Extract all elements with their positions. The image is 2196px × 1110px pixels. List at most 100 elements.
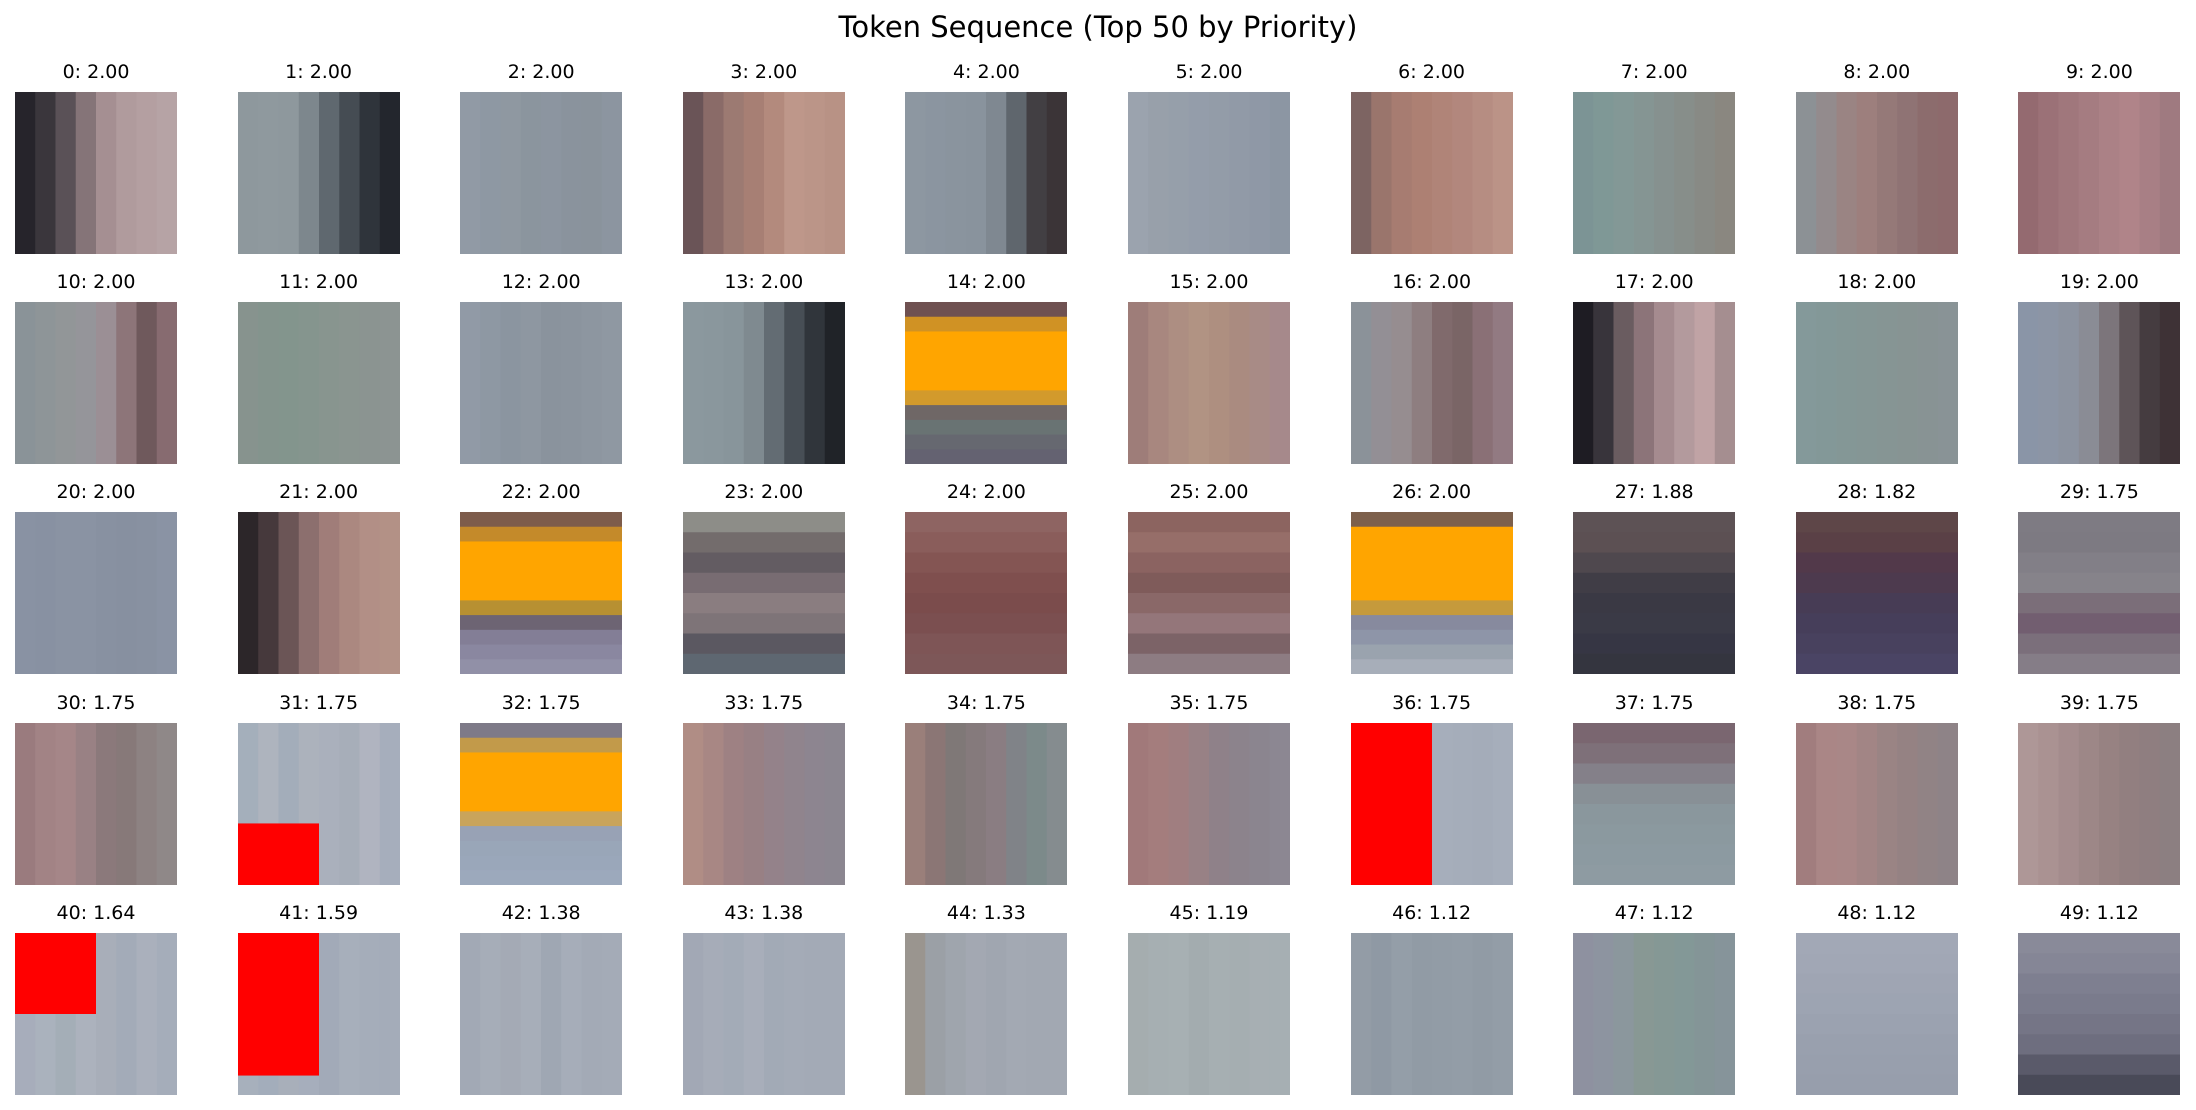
token-image bbox=[1795, 92, 1958, 254]
token-image bbox=[905, 512, 1068, 675]
token-image bbox=[1350, 722, 1513, 885]
token-label: 18: 2.00 bbox=[1837, 271, 1917, 294]
token-image bbox=[1128, 302, 1290, 465]
token-image bbox=[15, 722, 177, 885]
token-image bbox=[682, 512, 845, 675]
token-image bbox=[1128, 512, 1290, 675]
token-tile: 31: 1.75 bbox=[237, 691, 400, 885]
token-image bbox=[1795, 302, 1958, 465]
token-image bbox=[2018, 92, 2181, 254]
token-image bbox=[1350, 512, 1513, 675]
token-label: 6: 2.00 bbox=[1398, 61, 1466, 83]
token-tile: 20: 2.00 bbox=[15, 480, 177, 675]
token-label: 13: 2.00 bbox=[724, 271, 804, 294]
token-tile: 27: 1.88 bbox=[1573, 480, 1736, 675]
token-image bbox=[460, 932, 623, 1095]
token-tile: 35: 1.75 bbox=[1128, 691, 1290, 885]
token-image bbox=[1795, 932, 1958, 1095]
token-image bbox=[1350, 932, 1513, 1095]
token-tile: 23: 2.00 bbox=[682, 480, 845, 675]
token-label: 47: 1.12 bbox=[1614, 901, 1694, 924]
token-image bbox=[1573, 722, 1736, 885]
token-tile: 33: 1.75 bbox=[682, 691, 845, 885]
token-label: 38: 1.75 bbox=[1837, 691, 1917, 714]
token-tile: 45: 1.19 bbox=[1128, 901, 1290, 1095]
token-image bbox=[905, 932, 1068, 1095]
token-label: 34: 1.75 bbox=[946, 691, 1026, 714]
token-label: 28: 1.82 bbox=[1837, 481, 1917, 504]
token-tile: 34: 1.75 bbox=[905, 691, 1068, 885]
token-image bbox=[237, 302, 400, 465]
token-label: 44: 1.33 bbox=[946, 901, 1026, 924]
token-image bbox=[1573, 512, 1736, 675]
token-tile: 32: 1.75 bbox=[460, 691, 623, 885]
token-label: 25: 2.00 bbox=[1169, 481, 1249, 504]
token-tile: 11: 2.00 bbox=[237, 270, 400, 465]
token-tile: 4: 2.00 bbox=[905, 60, 1068, 254]
token-label: 8: 2.00 bbox=[1843, 61, 1911, 83]
token-tile: 24: 2.00 bbox=[905, 480, 1068, 675]
token-image bbox=[237, 92, 400, 254]
token-tile: 14: 2.00 bbox=[905, 270, 1068, 465]
token-image bbox=[682, 302, 845, 465]
token-label: 7: 2.00 bbox=[1620, 61, 1688, 83]
figure-title: Token Sequence (Top 50 by Priority) bbox=[838, 10, 1358, 44]
token-tile: 0: 2.00 bbox=[15, 60, 177, 254]
token-label: 9: 2.00 bbox=[2065, 61, 2133, 83]
token-label: 46: 1.12 bbox=[1392, 901, 1472, 924]
token-tile: 48: 1.12 bbox=[1795, 901, 1958, 1095]
token-label: 36: 1.75 bbox=[1392, 691, 1472, 714]
token-label: 21: 2.00 bbox=[279, 481, 359, 504]
token-tile: 5: 2.00 bbox=[1128, 60, 1290, 254]
token-label: 15: 2.00 bbox=[1169, 271, 1249, 294]
token-label: 20: 2.00 bbox=[56, 481, 136, 504]
token-label: 31: 1.75 bbox=[279, 691, 359, 714]
token-tile: 47: 1.12 bbox=[1573, 901, 1736, 1095]
token-label: 40: 1.64 bbox=[56, 901, 136, 924]
token-label: 22: 2.00 bbox=[501, 481, 581, 504]
token-label: 48: 1.12 bbox=[1837, 901, 1917, 924]
token-label: 2: 2.00 bbox=[507, 61, 575, 83]
token-label: 5: 2.00 bbox=[1175, 61, 1243, 83]
token-tile: 28: 1.82 bbox=[1795, 480, 1958, 675]
token-label: 37: 1.75 bbox=[1614, 691, 1694, 714]
token-image bbox=[15, 512, 177, 675]
token-image bbox=[1350, 92, 1513, 254]
token-image bbox=[15, 932, 177, 1095]
token-label: 30: 1.75 bbox=[56, 691, 136, 714]
token-label: 17: 2.00 bbox=[1614, 271, 1694, 294]
token-tile: 10: 2.00 bbox=[15, 270, 177, 465]
token-image bbox=[1350, 302, 1513, 465]
token-tile: 6: 2.00 bbox=[1350, 60, 1513, 254]
token-label: 42: 1.38 bbox=[501, 901, 581, 924]
red-patch bbox=[15, 932, 96, 1014]
token-image bbox=[1128, 932, 1290, 1095]
token-label: 14: 2.00 bbox=[946, 271, 1026, 294]
token-label: 43: 1.38 bbox=[724, 901, 804, 924]
token-image bbox=[237, 722, 400, 885]
token-image bbox=[1573, 302, 1736, 465]
token-image bbox=[2018, 302, 2181, 465]
token-tile: 29: 1.75 bbox=[2018, 480, 2181, 675]
red-patch bbox=[237, 823, 319, 885]
token-image bbox=[15, 92, 177, 254]
token-tile: 39: 1.75 bbox=[2018, 691, 2181, 885]
token-tile: 21: 2.00 bbox=[237, 480, 400, 675]
token-image bbox=[460, 92, 623, 254]
token-tile: 15: 2.00 bbox=[1128, 270, 1290, 465]
token-tile: 3: 2.00 bbox=[682, 60, 845, 254]
token-image bbox=[905, 92, 1068, 254]
token-label: 24: 2.00 bbox=[946, 481, 1026, 504]
token-label: 32: 1.75 bbox=[501, 691, 581, 714]
token-image bbox=[905, 302, 1068, 465]
token-tile: 25: 2.00 bbox=[1128, 480, 1290, 675]
token-tile: 36: 1.75 bbox=[1350, 691, 1513, 885]
token-label: 23: 2.00 bbox=[724, 481, 804, 504]
token-tile: 30: 1.75 bbox=[15, 691, 177, 885]
token-image bbox=[1128, 92, 1290, 254]
token-image bbox=[237, 512, 400, 675]
red-patch bbox=[237, 932, 319, 1076]
token-tile: 46: 1.12 bbox=[1350, 901, 1513, 1095]
token-tile: 18: 2.00 bbox=[1795, 270, 1958, 465]
token-label: 0: 2.00 bbox=[62, 61, 130, 83]
